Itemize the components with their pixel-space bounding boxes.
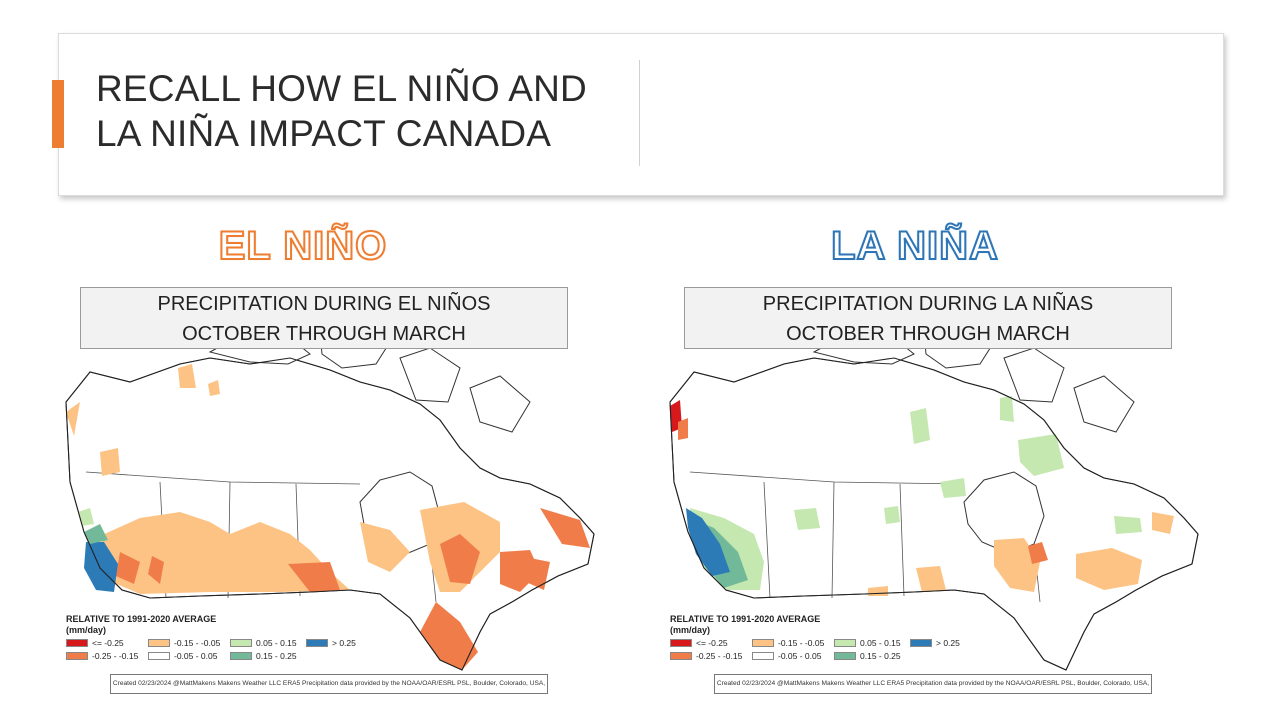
la-nina-legend: RELATIVE TO 1991-2020 AVERAGE (mm/day) <… bbox=[670, 614, 1010, 670]
legend-swatch bbox=[148, 652, 170, 660]
legend-swatch bbox=[752, 639, 774, 647]
legend-label: -0.05 - 0.05 bbox=[174, 651, 218, 661]
legend-item: -0.15 - -0.05 bbox=[148, 637, 220, 649]
legend-swatch bbox=[66, 639, 88, 647]
legend-item: <= -0.25 bbox=[670, 637, 728, 649]
legend-swatch bbox=[910, 639, 932, 647]
legend-item: -0.05 - 0.05 bbox=[752, 650, 821, 662]
legend-swatch bbox=[834, 639, 856, 647]
legend-swatch bbox=[306, 639, 328, 647]
la-nina-credit: Created 02/23/2024 @MattMakens Makens We… bbox=[714, 674, 1152, 694]
legend-label: 0.05 - 0.15 bbox=[860, 638, 901, 648]
legend-title: RELATIVE TO 1991-2020 AVERAGE bbox=[66, 614, 217, 624]
legend-label: <= -0.25 bbox=[696, 638, 728, 648]
legend-swatch bbox=[752, 652, 774, 660]
legend-item: 0.15 - 0.25 bbox=[834, 650, 901, 662]
legend-label: > 0.25 bbox=[332, 638, 356, 648]
la-nina-map-panel: PRECIPITATION DURING LA NIÑAS OCTOBER TH… bbox=[664, 272, 1204, 694]
el-nino-legend: RELATIVE TO 1991-2020 AVERAGE (mm/day) <… bbox=[66, 614, 406, 670]
la-nina-caption: PRECIPITATION DURING LA NIÑAS OCTOBER TH… bbox=[684, 287, 1172, 349]
legend-label: -0.15 - -0.05 bbox=[174, 638, 221, 648]
legend-item: -0.25 - -0.15 bbox=[66, 650, 138, 662]
legend-item: -0.05 - 0.05 bbox=[148, 650, 217, 662]
legend-swatch bbox=[66, 652, 88, 660]
la-nina-caption-line2: OCTOBER THROUGH MARCH bbox=[786, 323, 1070, 345]
legend-title: RELATIVE TO 1991-2020 AVERAGE bbox=[670, 614, 821, 624]
legend-item: 0.15 - 0.25 bbox=[230, 650, 297, 662]
legend-label: -0.15 - -0.05 bbox=[778, 638, 825, 648]
legend-label: 0.15 - 0.25 bbox=[860, 651, 901, 661]
legend-label: -0.25 - -0.15 bbox=[696, 651, 743, 661]
legend-item: 0.05 - 0.15 bbox=[834, 637, 901, 649]
legend-swatch bbox=[230, 639, 252, 647]
el-nino-heading: EL NIÑO bbox=[218, 223, 388, 269]
legend-grid: <= -0.25 -0.25 - -0.15 -0.15 - -0.05 -0.… bbox=[66, 637, 406, 663]
title-card bbox=[58, 33, 1224, 196]
el-nino-caption-line2: OCTOBER THROUGH MARCH bbox=[182, 323, 466, 345]
el-nino-map-panel: PRECIPITATION DURING EL NIÑOS OCTOBER TH… bbox=[60, 272, 600, 694]
legend-item: -0.25 - -0.15 bbox=[670, 650, 742, 662]
slide-title: RECALL HOW EL NIÑO AND LA NIÑA IMPACT CA… bbox=[96, 66, 616, 156]
legend-label: -0.25 - -0.15 bbox=[92, 651, 139, 661]
el-nino-caption: PRECIPITATION DURING EL NIÑOS OCTOBER TH… bbox=[80, 287, 568, 349]
el-nino-credit: Created 02/23/2024 @MattMakens Makens We… bbox=[110, 674, 548, 694]
el-nino-canada-map bbox=[65, 321, 595, 671]
title-accent-bar bbox=[52, 80, 64, 148]
legend-item: -0.15 - -0.05 bbox=[752, 637, 824, 649]
legend-swatch bbox=[230, 652, 252, 660]
legend-item: > 0.25 bbox=[910, 637, 960, 649]
legend-item: 0.05 - 0.15 bbox=[230, 637, 297, 649]
legend-label: 0.15 - 0.25 bbox=[256, 651, 297, 661]
legend-item: <= -0.25 bbox=[66, 637, 124, 649]
el-nino-caption-line1: PRECIPITATION DURING EL NIÑOS bbox=[157, 293, 491, 315]
slide-title-line2: LA NIÑA IMPACT CANADA bbox=[96, 113, 552, 154]
legend-swatch bbox=[670, 652, 692, 660]
legend-label: 0.05 - 0.15 bbox=[256, 638, 297, 648]
slide-title-line1: RECALL HOW EL NIÑO AND bbox=[96, 68, 587, 109]
legend-unit: (mm/day) bbox=[66, 625, 107, 635]
legend-item: > 0.25 bbox=[306, 637, 356, 649]
legend-swatch bbox=[148, 639, 170, 647]
legend-label: > 0.25 bbox=[936, 638, 960, 648]
legend-label: <= -0.25 bbox=[92, 638, 124, 648]
legend-unit: (mm/day) bbox=[670, 625, 711, 635]
la-nina-heading: LA NIÑA bbox=[830, 223, 999, 269]
legend-label: -0.05 - 0.05 bbox=[778, 651, 822, 661]
legend-grid: <= -0.25 -0.25 - -0.15 -0.15 - -0.05 -0.… bbox=[670, 637, 1010, 663]
legend-swatch bbox=[670, 639, 692, 647]
la-nina-caption-line1: PRECIPITATION DURING LA NIÑAS bbox=[762, 293, 1094, 315]
legend-swatch bbox=[834, 652, 856, 660]
title-divider bbox=[639, 60, 640, 166]
